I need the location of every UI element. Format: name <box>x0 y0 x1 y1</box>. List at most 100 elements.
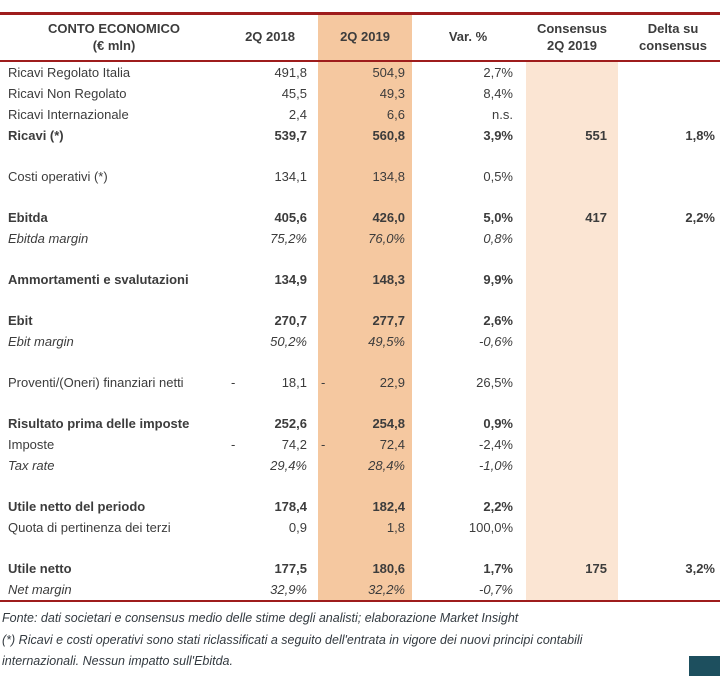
column-gap <box>618 352 626 372</box>
column-gap <box>518 187 526 207</box>
row-label: Ebitda margin <box>8 231 89 246</box>
value-consensus <box>526 393 618 413</box>
value-delta-consensus <box>626 352 720 372</box>
value-var-percent: -0,7% <box>479 582 513 597</box>
value-var-percent: -1,0% <box>479 458 513 473</box>
column-gap <box>618 393 626 413</box>
spacer-row <box>0 146 720 166</box>
row-label: Utile netto del periodo <box>8 499 146 514</box>
column-gap <box>518 249 526 269</box>
value-consensus <box>526 104 618 125</box>
column-gap <box>618 83 626 104</box>
value-var-percent: 100,0% <box>468 520 513 535</box>
column-gap <box>518 146 526 166</box>
column-gap <box>518 476 526 496</box>
value-2q2019: 6,6 <box>318 104 412 125</box>
table-row: Ebitda 405,6 426,0 5,0% 417 2,2% <box>0 207 720 228</box>
row-label: Ricavi Non Regolato <box>8 86 127 101</box>
column-gap <box>618 413 626 434</box>
table-row: Ricavi (*) 539,7 560,8 3,9% 551 1,8% <box>0 125 720 146</box>
spacer-row <box>0 249 720 269</box>
value-2q2018 <box>228 352 312 372</box>
column-gap <box>518 269 526 290</box>
row-label <box>0 290 228 310</box>
value-2q2019: 134,8 <box>318 166 412 187</box>
value-2q2019: 254,8 <box>318 413 412 434</box>
value-2q2019: - 22,9 <box>318 372 412 393</box>
value-2q2019: 32,2% <box>318 579 412 600</box>
value-2q2018 <box>228 538 312 558</box>
value-2q2018: - 74,2 <box>228 434 312 455</box>
value-2q2019: 28,4% <box>318 455 412 476</box>
column-gap <box>518 331 526 352</box>
spacer-row <box>0 187 720 207</box>
value-2q2018: 178,4 <box>274 499 307 514</box>
value-2q2019: 560,8 <box>318 125 412 146</box>
value-consensus <box>526 228 618 249</box>
value-var-percent <box>418 352 518 372</box>
value-2q2019 <box>318 290 412 310</box>
row-label: Quota di pertinenza dei terzi <box>8 520 171 535</box>
value-delta-consensus <box>626 538 720 558</box>
value-var-percent: 0,9% <box>483 416 513 431</box>
value-consensus <box>526 434 618 455</box>
column-gap <box>618 455 626 476</box>
header-consensus: Consensus 2Q 2019 <box>536 20 608 53</box>
value-var-percent: 2,6% <box>483 313 513 328</box>
value-2q2019 <box>318 538 412 558</box>
row-label <box>0 393 228 413</box>
column-gap <box>618 62 626 83</box>
value-2q2018 <box>228 393 312 413</box>
column-gap <box>518 290 526 310</box>
value-delta-consensus: 2,2% <box>685 210 715 225</box>
value-2q2018: 405,6 <box>274 210 307 225</box>
column-gap <box>518 538 526 558</box>
row-label: Ricavi (*) <box>8 128 64 143</box>
value-consensus <box>526 517 618 538</box>
value-delta-consensus: 1,8% <box>685 128 715 143</box>
footer-source: Fonte: dati societari e consensus medio … <box>2 611 519 625</box>
value-2q2019: - 72,4 <box>318 434 412 455</box>
row-label <box>0 187 228 207</box>
value-consensus <box>526 476 618 496</box>
column-gap <box>618 579 626 600</box>
column-gap <box>518 393 526 413</box>
column-gap <box>618 249 626 269</box>
value-delta-consensus <box>626 269 720 290</box>
column-gap <box>518 228 526 249</box>
value-2q2018 <box>228 146 312 166</box>
value-var-percent <box>418 476 518 496</box>
value-2q2018 <box>228 476 312 496</box>
table-row: Utile netto 177,5 180,6 1,7% 175 3,2% <box>0 558 720 579</box>
value-consensus: 417 <box>526 207 618 228</box>
column-gap <box>518 125 526 146</box>
cell-value: 74,2 <box>281 437 307 452</box>
value-delta-consensus <box>626 496 720 517</box>
table-row: Utile netto del periodo 178,4 182,4 2,2% <box>0 496 720 517</box>
value-var-percent: 5,0% <box>483 210 513 225</box>
value-consensus <box>526 249 618 269</box>
spacer-row <box>0 476 720 496</box>
table-body: Ricavi Regolato Italia 491,8 504,9 2,7% Rica… <box>0 62 720 602</box>
row-label: Utile netto <box>8 561 72 576</box>
table-row: Risultato prima delle imposte 252,6 254,8 0… <box>0 413 720 434</box>
table-row: Ricavi Non Regolato 45,5 49,3 8,4% <box>0 83 720 104</box>
value-2q2019: 504,9 <box>318 62 412 83</box>
value-delta-consensus <box>626 331 720 352</box>
column-gap <box>618 290 626 310</box>
table-row: Ricavi Internazionale 2,4 6,6 n.s. <box>0 104 720 125</box>
column-gap <box>518 579 526 600</box>
value-delta-consensus <box>626 228 720 249</box>
column-gap <box>618 372 626 393</box>
row-label <box>0 249 228 269</box>
row-label: Costi operativi (*) <box>8 169 108 184</box>
column-gap <box>618 517 626 538</box>
value-var-percent: n.s. <box>492 107 513 122</box>
value-delta-consensus <box>626 146 720 166</box>
table-row: Quota di pertinenza dei terzi 0,9 1,8 100,0… <box>0 517 720 538</box>
header-var-percent: Var. % <box>448 29 488 45</box>
spacer-row <box>0 352 720 372</box>
value-consensus <box>526 352 618 372</box>
value-delta-consensus <box>626 290 720 310</box>
value-delta-consensus <box>626 83 720 104</box>
